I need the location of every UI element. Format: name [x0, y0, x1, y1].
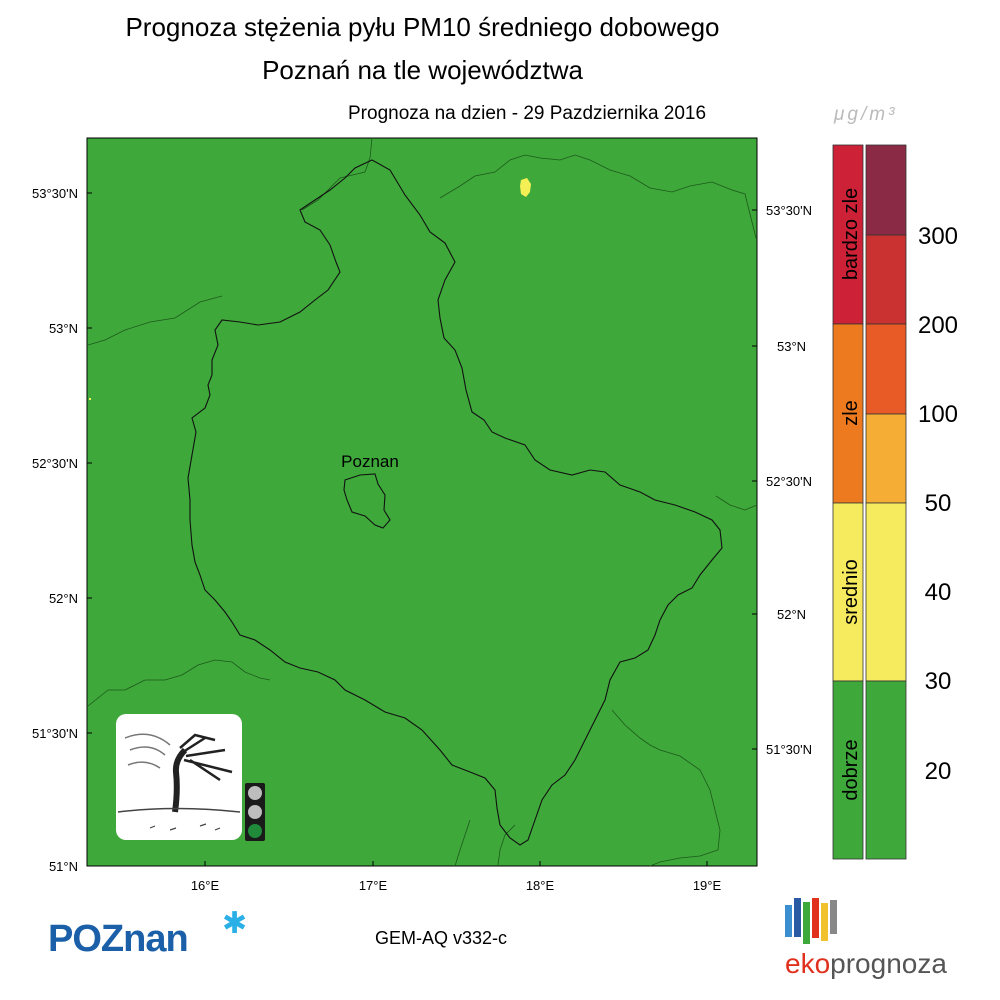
legend-category-label: srednio: [840, 559, 862, 625]
poznan-city-outline: [343, 473, 391, 529]
legend-level: 20: [925, 758, 952, 785]
lat-label-left: 52°30'N: [32, 456, 78, 471]
lat-label-right: 53°30'N: [766, 203, 812, 218]
lat-label-right: 52°N: [777, 607, 806, 622]
lon-label: 17°E: [359, 878, 388, 893]
traffic-light-icon: [245, 783, 265, 841]
lon-label: 19°E: [693, 878, 722, 893]
pm10-hotspot-small: [89, 398, 91, 400]
legend-cat-dobrze: [832, 680, 864, 860]
lat-label-left: 52°N: [49, 591, 78, 606]
ekoprognoza-logo: ekoprognoza: [785, 948, 947, 980]
lat-label-right: 51°30'N: [766, 742, 812, 757]
legend-level: 30: [925, 668, 952, 695]
poznan-logo: POZnan: [48, 918, 189, 960]
legend-cat-srednio: [832, 502, 864, 682]
lat-label-left: 51°30'N: [32, 726, 78, 741]
logo-eko: eko: [785, 948, 831, 979]
lat-label-left: 53°30'N: [32, 186, 78, 201]
legend-cat-zle: [832, 323, 864, 504]
forecast-date: Prognoza na dzien - 29 Pazdziernika 2016: [348, 103, 707, 124]
legend-level: 40: [925, 579, 952, 606]
legend-category-label: zle: [840, 400, 862, 426]
lat-label-left: 53°N: [49, 321, 78, 336]
map-ticks: [87, 192, 757, 866]
legend-level: 200: [918, 312, 958, 339]
neighbour-boundaries: [87, 137, 758, 867]
lon-label: 16°E: [191, 878, 220, 893]
legend-category-bar: [832, 144, 864, 860]
map-subtitle: Poznań na tle województwa: [262, 55, 583, 85]
lat-label-right: 53°N: [777, 339, 806, 354]
wind-tree-icon: [116, 714, 242, 840]
model-label: GEM-AQ v332-c: [375, 928, 508, 948]
asterisk-icon: ✱: [222, 907, 248, 940]
legend-level: 300: [918, 223, 958, 250]
city-label: Poznan: [341, 452, 399, 471]
lat-label-left: 51°N: [49, 859, 78, 874]
map-title: Prognoza stężenia pyłu PM10 średniego do…: [125, 12, 720, 42]
ekoprognoza-logo-icon: [785, 898, 837, 944]
legend-scale-bar: [865, 144, 907, 860]
pm10-hotspot: [520, 178, 531, 197]
lon-label: 18°E: [526, 878, 555, 893]
legend-category-label: bardzo zle: [840, 188, 862, 280]
unit-label: μg/m³: [834, 104, 898, 125]
logo-prognoza: prognoza: [830, 948, 947, 979]
voivodeship-boundary: [187, 159, 723, 846]
legend-level: 50: [925, 490, 952, 517]
legend-level: 100: [918, 401, 958, 428]
lat-label-right: 52°30'N: [766, 474, 812, 489]
legend-category-label: dobrze: [840, 739, 862, 800]
